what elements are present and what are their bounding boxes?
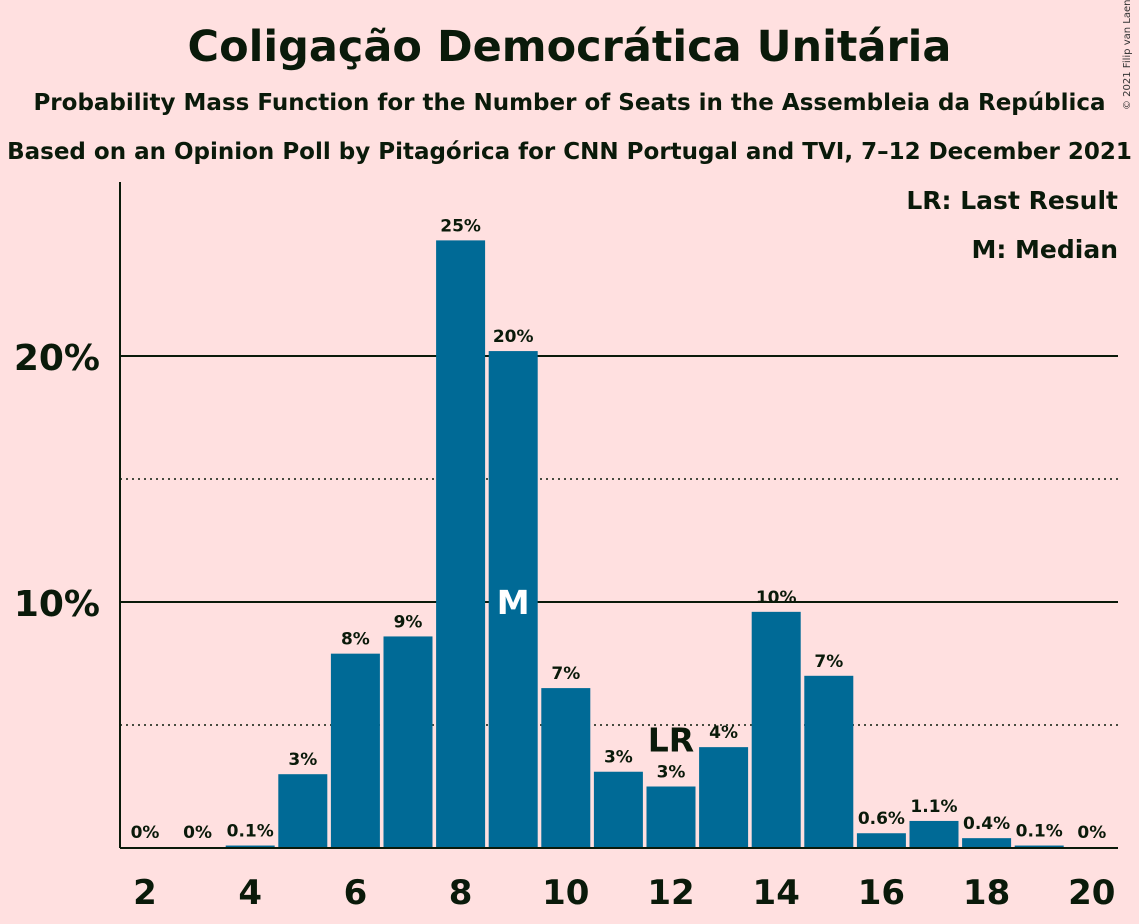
bar-11-seats [593,771,643,848]
legend-last-result: LR: Last Result [906,186,1118,215]
bar-5-seats [278,774,328,848]
last-result-marker: LR [648,721,694,760]
bar-label-8-seats: 25% [440,216,481,236]
bar-label-14-seats: 10% [756,588,797,608]
x-tick-label-20: 20 [1068,873,1115,913]
y-tick-label-20: 20% [14,338,100,379]
bar-19-seats [1014,845,1064,848]
bar-15-seats [804,675,854,848]
bar-label-17-seats: 1.1% [910,797,957,817]
bar-label-18-seats: 0.4% [963,814,1010,834]
bar-label-16-seats: 0.6% [858,809,905,829]
bar-label-19-seats: 0.1% [1016,822,1063,842]
x-tick-label-6: 6 [344,873,368,913]
x-tick-label-18: 18 [963,873,1010,913]
bar-label-7-seats: 9% [394,612,423,632]
chart-subtitle: Probability Mass Function for the Number… [33,90,1106,116]
bar-9-seats [488,351,538,848]
bar-4-seats [225,845,275,848]
bar-12-seats [646,786,696,848]
bar-8-seats [436,240,486,848]
median-marker: M [497,583,530,622]
bar-16-seats [856,833,906,848]
bars [225,240,1064,848]
bar-label-9-seats: 20% [493,327,534,347]
bar-18-seats [962,838,1012,848]
x-tick-label-8: 8 [449,873,473,913]
x-tick-label-10: 10 [542,873,589,913]
chart-source-line: Based on an Opinion Poll by Pitagórica f… [7,139,1132,165]
bar-14-seats [751,611,801,848]
bar-10-seats [541,688,591,848]
axes: 10% 20% 2 4 6 8 10 12 14 16 18 20 [14,182,1118,913]
bar-label-11-seats: 3% [604,748,633,768]
y-tick-label-10: 10% [14,584,100,625]
bar-label-6-seats: 8% [341,630,370,650]
bar-label-5-seats: 3% [288,750,317,770]
bar-label-15-seats: 7% [814,652,843,672]
x-tick-label-4: 4 [238,873,262,913]
legend-median: M: Median [971,235,1118,264]
bar-label-12-seats: 3% [657,763,686,783]
x-tick-label-16: 16 [858,873,905,913]
x-tick-label-14: 14 [753,873,800,913]
bar-17-seats [909,820,959,848]
bar-labels: 0% 0% 0.1% 3% 8% 9% 25% 20% 7% 3% 3% 4% 10% 7% 0.6%1.1… [131,216,1107,843]
bar-label-4-seats: 0.1% [227,822,274,842]
bar-label-10-seats: 7% [551,664,580,684]
bar-label-13-seats: 4% [709,723,738,743]
bar-7-seats [383,636,433,848]
bar-label-20-seats: 0% [1077,823,1106,843]
x-tick-label-12: 12 [647,873,694,913]
bar-label-2-seats: 0% [131,823,160,843]
grid-lines [120,355,1118,726]
bar-6-seats [330,653,380,848]
chart-title: Coligação Democrática Unitária [187,22,952,72]
bar-13-seats [699,747,749,848]
bar-label-3-seats: 0% [183,823,212,843]
x-tick-label-2: 2 [133,873,157,913]
